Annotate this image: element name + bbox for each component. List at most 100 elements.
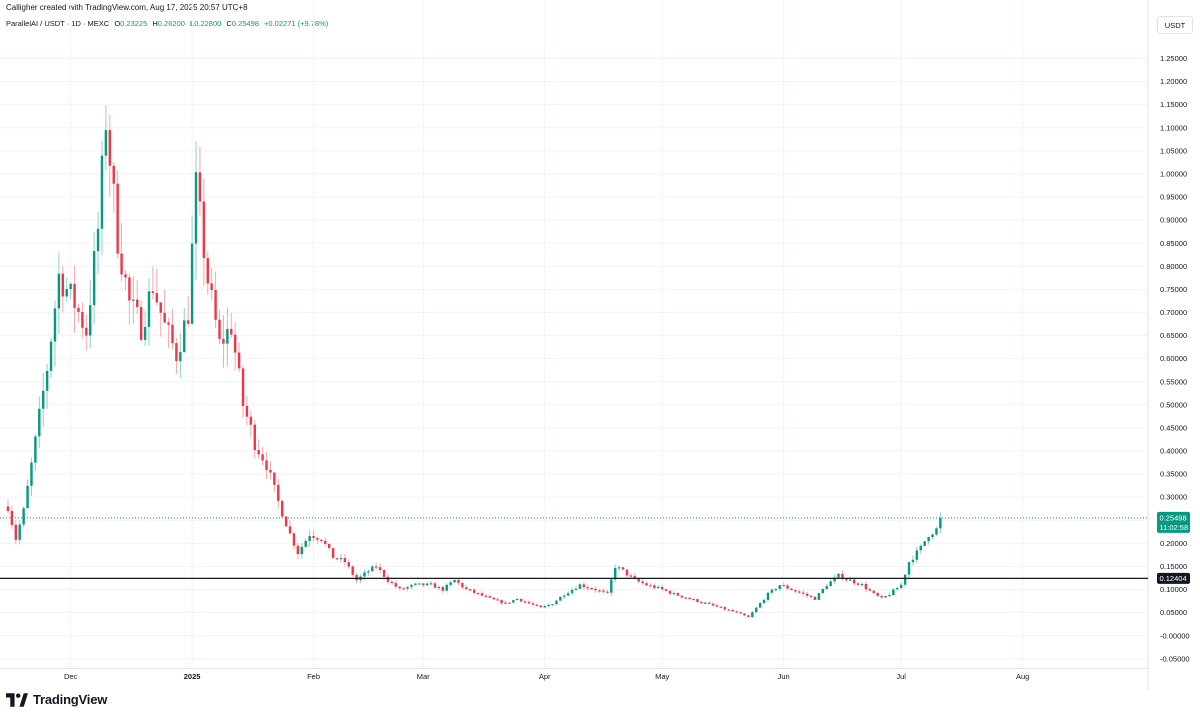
candle (704, 601, 707, 604)
candle (433, 581, 437, 588)
candle (49, 337, 53, 379)
price-tick-label: 0.95000 (1160, 193, 1187, 202)
currency-button[interactable]: USDT (1157, 16, 1193, 34)
price-tick-label: 0.50000 (1160, 400, 1187, 409)
candle (547, 604, 550, 607)
candle (249, 410, 253, 438)
time-tick-label: Jul (896, 672, 906, 681)
candle (543, 604, 546, 609)
candle (610, 578, 613, 596)
candle (273, 472, 276, 492)
candle (186, 296, 190, 328)
candle (81, 302, 84, 339)
candle (864, 581, 868, 593)
candle (484, 593, 488, 598)
candle (163, 289, 166, 324)
candle (57, 252, 61, 335)
symbol-name[interactable]: ParallelAI / USDT · 1D · MEXC (6, 19, 110, 28)
price-tick-label: -0.00000 (1160, 631, 1190, 640)
candle (308, 530, 311, 548)
candle (778, 584, 781, 591)
candle (653, 583, 656, 590)
candle (128, 273, 131, 326)
candle (645, 581, 648, 587)
price-chart[interactable]: 1.25000 1.20000 1.15000 1.10000 1.05000 1.000… (0, 0, 1200, 690)
candle (715, 603, 719, 608)
candle (351, 564, 354, 577)
candle (696, 598, 699, 603)
candle (931, 533, 934, 540)
candle (45, 363, 49, 409)
candle (77, 303, 80, 323)
candle (480, 591, 484, 597)
candle (923, 541, 926, 547)
candle (676, 592, 680, 597)
candle (132, 276, 135, 324)
candle (476, 592, 480, 596)
candle (167, 317, 170, 349)
candle (61, 265, 65, 313)
candle (422, 583, 425, 588)
candle (531, 601, 535, 607)
price-tick-label: 1.10000 (1160, 123, 1187, 132)
candle (500, 599, 503, 606)
candle (668, 589, 672, 596)
candle (143, 310, 147, 346)
candle (265, 452, 268, 479)
candle (813, 596, 817, 600)
candle (218, 309, 221, 344)
candle (821, 588, 825, 594)
candle (563, 593, 566, 600)
candle (790, 587, 793, 591)
candles (6, 105, 942, 619)
candle (594, 586, 597, 593)
candle (758, 601, 762, 609)
price-tick-label: 0.85000 (1160, 239, 1187, 248)
candle (253, 419, 256, 459)
candle (555, 599, 558, 605)
candle (120, 223, 123, 282)
candle (367, 569, 370, 577)
candle (743, 612, 746, 617)
change-value: +0.02271 (+9.78%) (264, 19, 329, 28)
candle (183, 307, 186, 353)
candle (355, 572, 358, 583)
candle (257, 439, 260, 459)
candle (774, 588, 778, 592)
price-tick-label: 0.20000 (1160, 539, 1187, 548)
candle (523, 599, 527, 604)
candle (175, 338, 178, 374)
candle (108, 114, 112, 197)
candle (437, 585, 441, 591)
candle (179, 333, 182, 378)
time-tick-label: Apr (539, 672, 551, 681)
candle (284, 515, 288, 527)
bar-countdown: 11:02:58 (1160, 523, 1189, 532)
candle (277, 478, 280, 509)
svg-text:0.12404: 0.12404 (1160, 574, 1187, 583)
candle (339, 554, 343, 563)
candle (445, 583, 448, 593)
time-axis[interactable]: Dec 2025 Feb Mar Apr May Jun Jul Aug (64, 672, 1029, 681)
tradingview-logo[interactable]: TradingView (6, 692, 107, 707)
candle (782, 582, 785, 587)
candle (512, 599, 515, 604)
high-value: 0.26200 (157, 19, 185, 28)
price-tick-label: 1.00000 (1160, 170, 1187, 179)
time-tick-label: 2025 (184, 672, 201, 681)
candle (586, 584, 589, 591)
candle (320, 539, 323, 543)
candle (89, 280, 92, 349)
candle (915, 546, 919, 564)
candle (574, 585, 578, 591)
price-tick-label: 0.65000 (1160, 331, 1187, 340)
candle (10, 505, 14, 529)
candle (214, 271, 217, 329)
candle (53, 300, 57, 367)
price-tick-label: 0.60000 (1160, 354, 1187, 363)
candle (461, 582, 464, 590)
price-axis[interactable]: 1.25000 1.20000 1.15000 1.10000 1.05000 1.000… (1157, 54, 1190, 663)
candle (833, 574, 836, 585)
price-tick-label: 0.75000 (1160, 285, 1187, 294)
candle (860, 581, 864, 587)
